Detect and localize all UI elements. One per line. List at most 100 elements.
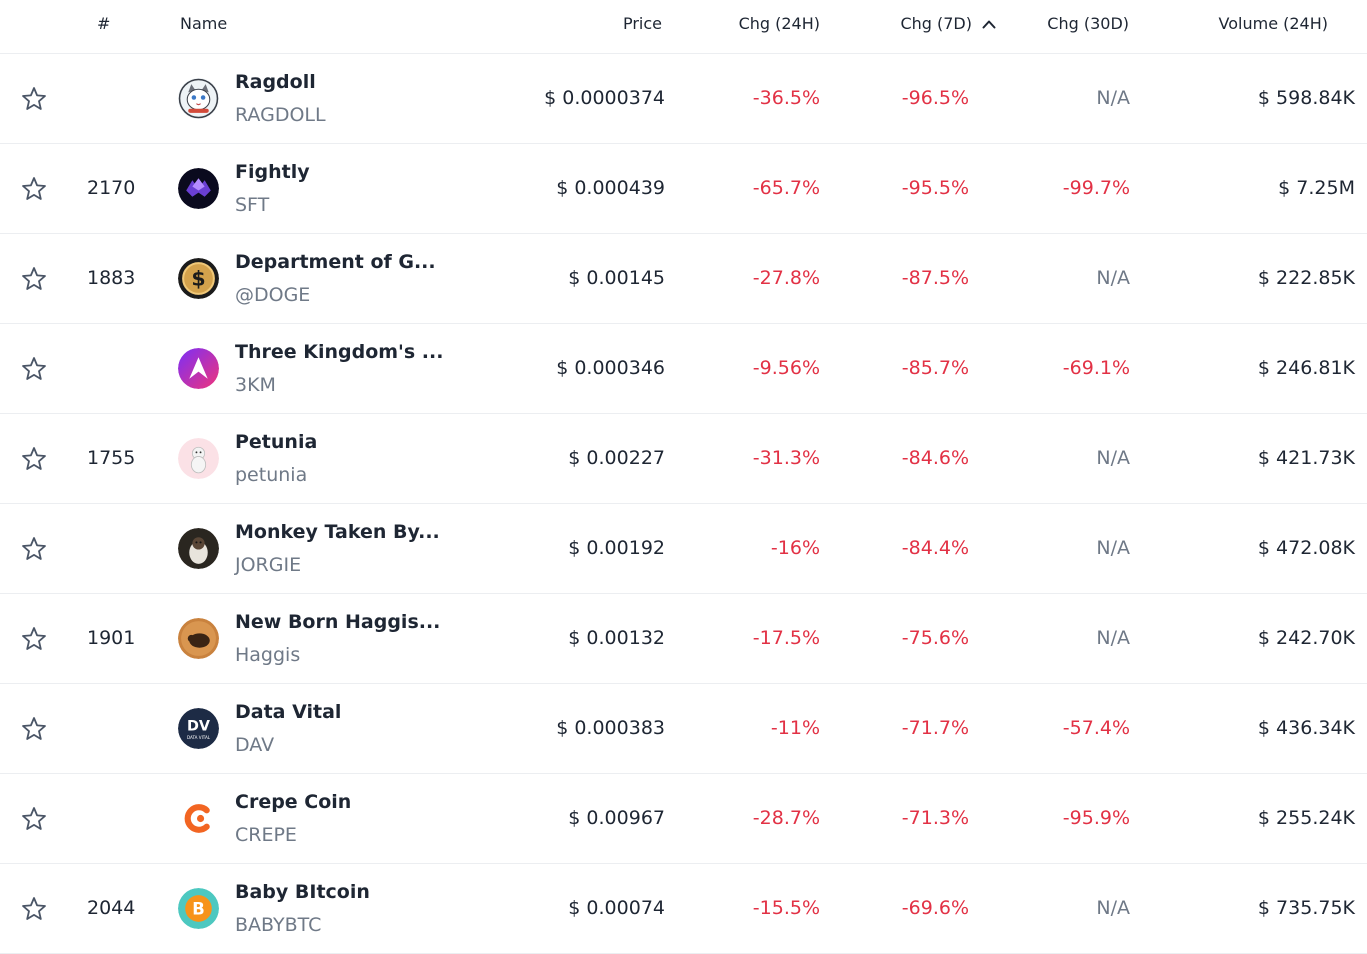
header-price[interactable]: Price xyxy=(622,14,662,33)
chg-24h-cell: -27.8% xyxy=(752,267,820,289)
header-volume-24h[interactable]: Volume (24H) xyxy=(1218,14,1328,33)
chg-30d-cell: N/A xyxy=(1096,447,1130,469)
crepe-coin-logo xyxy=(178,798,219,839)
coin-symbol: RAGDOLL xyxy=(235,104,326,126)
coin-name[interactable]: Monkey Taken By... xyxy=(235,521,440,543)
chg-24h-cell: -15.5% xyxy=(752,897,820,919)
chg-30d-cell: N/A xyxy=(1096,87,1130,109)
rank-cell: 1901 xyxy=(87,627,136,649)
price-cell: $ 0.00192 xyxy=(568,537,665,559)
chg-7d-cell: -96.5% xyxy=(901,87,969,109)
chg-24h-cell: -28.7% xyxy=(752,807,820,829)
coin-name[interactable]: Ragdoll xyxy=(235,71,316,93)
volume-cell: $ 436.34K xyxy=(1257,717,1355,739)
haggis-logo xyxy=(178,618,219,659)
star-icon[interactable] xyxy=(20,175,48,203)
chg-30d-cell: N/A xyxy=(1096,537,1130,559)
chg-30d-cell: N/A xyxy=(1096,897,1130,919)
dollar-coin-logo: $ xyxy=(178,258,219,299)
price-cell: $ 0.000346 xyxy=(556,357,665,379)
table-row[interactable]: Crepe Coin CREPE $ 0.00967 -28.7% -71.3%… xyxy=(0,774,1367,864)
price-cell: $ 0.0000374 xyxy=(544,87,665,109)
volume-cell: $ 421.73K xyxy=(1257,447,1355,469)
volume-cell: $ 242.70K xyxy=(1257,627,1355,649)
header-name[interactable]: Name xyxy=(180,14,228,33)
chg-7d-cell: -84.6% xyxy=(901,447,969,469)
table-row[interactable]: DV DATA VITAL Data Vital DAV $ 0.000383 -… xyxy=(0,684,1367,774)
svg-text:DATA VITAL: DATA VITAL xyxy=(187,735,211,740)
table-row[interactable]: 2044 B Baby BItcoin BABYBTC $ 0.00074 -1… xyxy=(0,864,1367,954)
volume-cell: $ 472.08K xyxy=(1257,537,1355,559)
header-rank[interactable]: # xyxy=(97,14,111,33)
volume-cell: $ 598.84K xyxy=(1257,87,1355,109)
chg-24h-cell: -16% xyxy=(770,537,820,559)
star-icon[interactable] xyxy=(20,535,48,563)
chg-30d-cell: -57.4% xyxy=(1062,717,1130,739)
chg-30d-cell: N/A xyxy=(1096,267,1130,289)
svg-text:DV: DV xyxy=(187,719,211,735)
chg-7d-cell: -71.7% xyxy=(901,717,969,739)
price-cell: $ 0.00132 xyxy=(568,627,665,649)
table-row[interactable]: Ragdoll RAGDOLL $ 0.0000374 -36.5% -96.5… xyxy=(0,54,1367,144)
chg-7d-cell: -69.6% xyxy=(901,897,969,919)
fightly-logo xyxy=(178,168,219,209)
star-icon[interactable] xyxy=(20,265,48,293)
price-cell: $ 0.000439 xyxy=(556,177,665,199)
volume-cell: $ 735.75K xyxy=(1257,897,1355,919)
table-row[interactable]: 1883 $ Department of G... @DOGE $ 0.0014… xyxy=(0,234,1367,324)
svg-text:$: $ xyxy=(191,267,205,291)
star-icon[interactable] xyxy=(20,355,48,383)
table-row[interactable]: 2170 Fightly SFT $ 0.000439 -65.7% -95.5… xyxy=(0,144,1367,234)
coin-name[interactable]: Petunia xyxy=(235,431,318,453)
star-icon[interactable] xyxy=(20,85,48,113)
coin-symbol: SFT xyxy=(235,194,270,216)
header-chg-7d[interactable]: Chg (7D) xyxy=(900,13,996,35)
volume-cell: $ 246.81K xyxy=(1257,357,1355,379)
price-cell: $ 0.000383 xyxy=(556,717,665,739)
coin-symbol: @DOGE xyxy=(235,284,311,306)
table-row[interactable]: Three Kingdom's ... 3KM $ 0.000346 -9.56… xyxy=(0,324,1367,414)
ragdoll-cat-logo xyxy=(178,78,219,119)
chg-24h-cell: -36.5% xyxy=(752,87,820,109)
star-icon[interactable] xyxy=(20,805,48,833)
rank-cell: 2170 xyxy=(87,177,136,199)
chg-24h-cell: -17.5% xyxy=(752,627,820,649)
coin-symbol: JORGIE xyxy=(235,554,302,576)
chg-7d-cell: -71.3% xyxy=(901,807,969,829)
price-cell: $ 0.00074 xyxy=(568,897,665,919)
star-icon[interactable] xyxy=(20,715,48,743)
coin-name[interactable]: New Born Haggis... xyxy=(235,611,441,633)
chg-7d-cell: -95.5% xyxy=(901,177,969,199)
chg-7d-cell: -75.6% xyxy=(901,627,969,649)
coin-name[interactable]: Crepe Coin xyxy=(235,791,352,813)
star-icon[interactable] xyxy=(20,445,48,473)
table-row[interactable]: Monkey Taken By... JORGIE $ 0.00192 -16%… xyxy=(0,504,1367,594)
table-row[interactable]: 1755 Petunia petunia $ 0.00227 -31.3% -8… xyxy=(0,414,1367,504)
header-chg-24h[interactable]: Chg (24H) xyxy=(738,14,820,33)
coin-name[interactable]: Department of G... xyxy=(235,251,436,273)
svg-text:B: B xyxy=(192,900,205,919)
chevron-up-icon[interactable] xyxy=(982,19,996,29)
chg-30d-cell: -95.9% xyxy=(1062,807,1130,829)
star-icon[interactable] xyxy=(20,625,48,653)
coin-name[interactable]: Baby BItcoin xyxy=(235,881,370,903)
coin-symbol: petunia xyxy=(235,464,308,486)
rank-cell: 1883 xyxy=(87,267,136,289)
chg-30d-cell: -69.1% xyxy=(1062,357,1130,379)
coin-symbol: BABYBTC xyxy=(235,914,322,936)
chg-7d-cell: -85.7% xyxy=(901,357,969,379)
coin-name[interactable]: Fightly xyxy=(235,161,310,183)
volume-cell: $ 7.25M xyxy=(1278,177,1355,199)
coin-symbol: 3KM xyxy=(235,374,276,396)
coin-name[interactable]: Data Vital xyxy=(235,701,342,723)
coin-symbol: Haggis xyxy=(235,644,301,666)
table-row[interactable]: 1901 New Born Haggis... Haggis $ 0.00132… xyxy=(0,594,1367,684)
star-icon[interactable] xyxy=(20,895,48,923)
header-chg-30d[interactable]: Chg (30D) xyxy=(1047,14,1129,33)
price-cell: $ 0.00967 xyxy=(568,807,665,829)
three-kingdom-logo xyxy=(178,348,219,389)
coin-name[interactable]: Three Kingdom's ... xyxy=(235,341,444,363)
table-header: # Name Price Chg (24H) Chg (7D) Chg (30D… xyxy=(0,0,1367,54)
chg-24h-cell: -65.7% xyxy=(752,177,820,199)
